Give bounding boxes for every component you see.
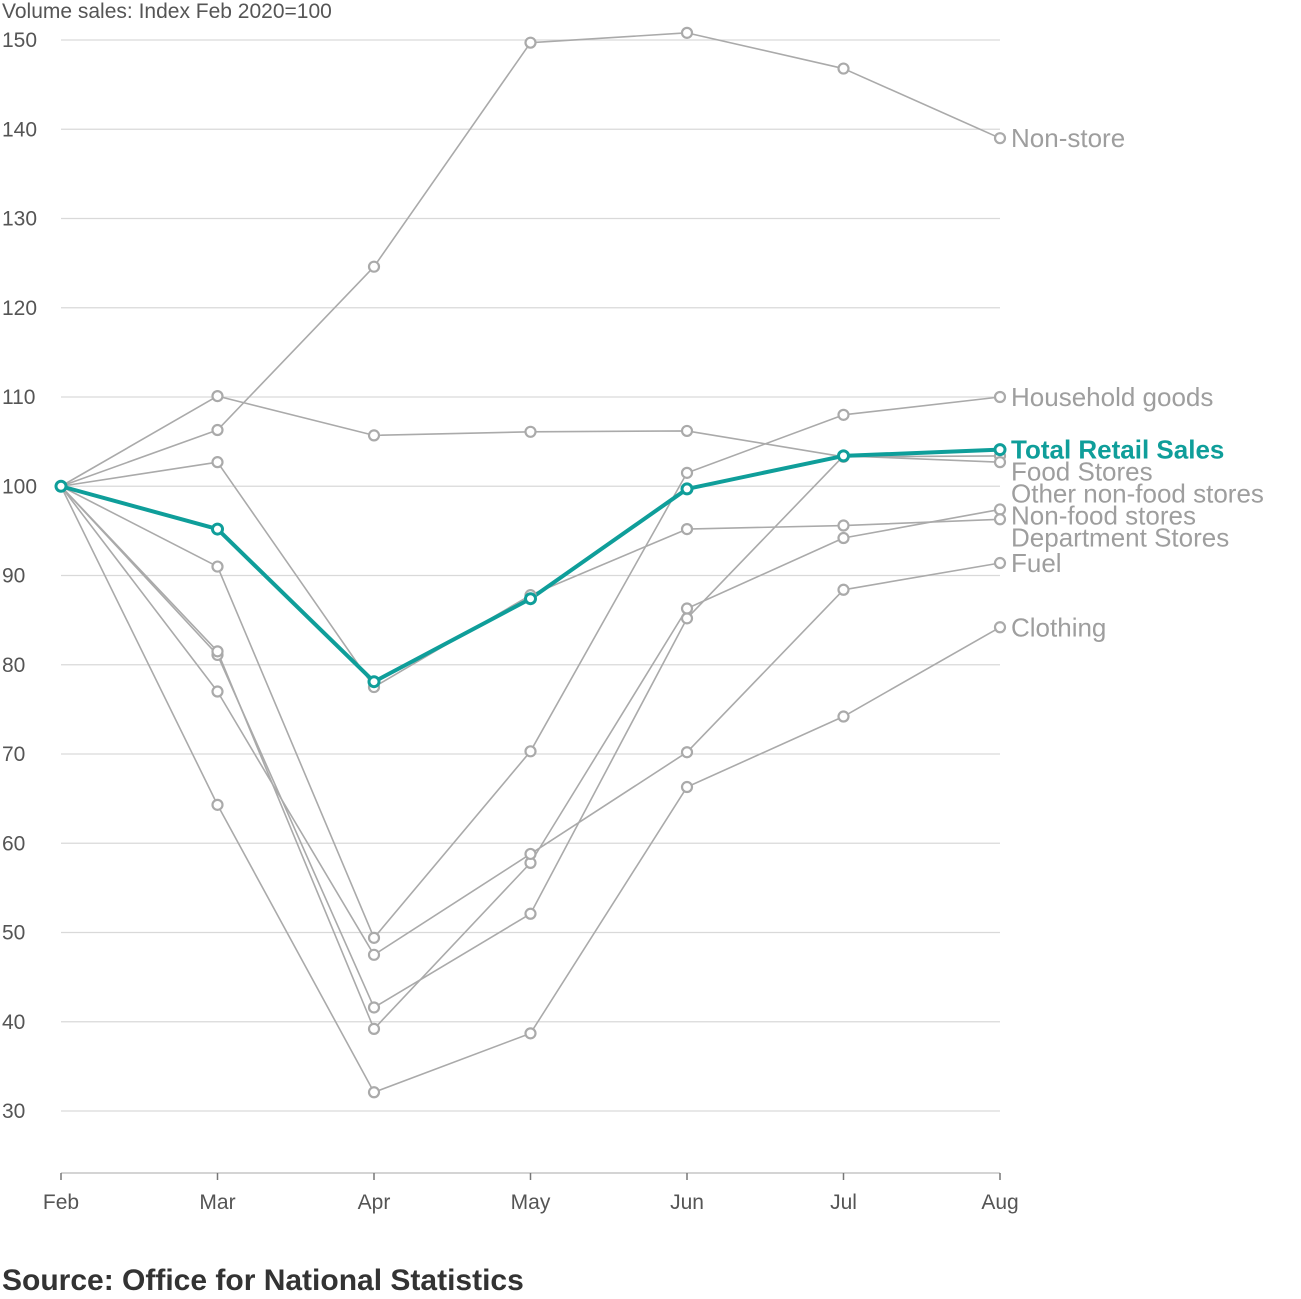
point-clothing-jun <box>680 780 694 794</box>
y-tick-label-140: 140 <box>2 118 37 141</box>
point-department-stores-jun <box>680 522 694 536</box>
x-tick-label-jul: Jul <box>830 1191 857 1214</box>
point-total-retail-sales-may <box>524 592 537 606</box>
x-tick-label-aug: Aug <box>981 1191 1018 1214</box>
point-total-retail-sales-jul <box>837 449 850 463</box>
point-total-retail-sales-jun <box>680 482 694 496</box>
series-line-other-non-food-stores <box>60 455 1001 1009</box>
series-line-clothing <box>60 485 1001 1094</box>
point-non-store-jun <box>680 26 694 39</box>
point-non-store-jul <box>837 62 850 75</box>
point-food-stores-jun <box>680 424 694 438</box>
source-note: Source: Office for National Statistics <box>2 1264 524 1297</box>
series-line-non-food-stores <box>60 485 1001 1030</box>
y-tick-label-150: 150 <box>2 29 37 52</box>
point-non-food-stores-apr <box>367 1022 381 1035</box>
series-lines <box>59 32 1002 1094</box>
point-household-goods-jun <box>680 466 694 479</box>
series-line-total-retail-sales <box>59 447 1002 684</box>
y-tick-label-60: 60 <box>2 832 25 855</box>
point-clothing-mar <box>211 798 224 811</box>
point-clothing-may <box>524 1027 537 1040</box>
point-fuel-mar <box>211 685 224 698</box>
point-department-stores-mar <box>211 456 224 469</box>
x-tick-label-mar: Mar <box>199 1191 235 1214</box>
x-axis: Feb Mar Apr May Jun Jul Aug <box>43 1172 1019 1214</box>
point-non-store-apr <box>367 260 381 273</box>
point-other-non-food-stores-apr <box>367 1001 381 1014</box>
point-other-non-food-stores-jun <box>680 612 694 625</box>
series-line-food-stores <box>60 395 1001 488</box>
series-labels: Non-store Household goods Total Retail Sal… <box>1011 123 1264 642</box>
point-total-retail-sales-mar <box>211 522 224 536</box>
series-label-fuel: Fuel <box>1011 548 1062 578</box>
y-axis: 30 40 50 60 70 80 90 100 110 120 130 140 150 <box>2 29 37 1123</box>
y-tick-label-120: 120 <box>2 297 37 320</box>
point-department-stores-aug <box>993 513 1007 526</box>
point-total-retail-sales-feb <box>54 479 68 493</box>
gridlines <box>61 39 1000 1112</box>
point-food-stores-may <box>524 425 537 438</box>
point-non-store-aug <box>993 132 1007 145</box>
x-tick-label-apr: Apr <box>358 1191 391 1214</box>
point-fuel-may <box>524 847 537 861</box>
point-other-non-food-stores-may <box>524 907 537 920</box>
point-clothing-aug <box>993 621 1007 634</box>
series-label-non-store: Non-store <box>1011 123 1125 153</box>
x-tick-label-jun: Jun <box>670 1191 704 1214</box>
series-line-department-stores <box>60 461 1001 688</box>
x-tick-label-may: May <box>511 1191 551 1214</box>
y-tick-label-30: 30 <box>2 1100 25 1123</box>
series-label-department-stores: Department Stores <box>1011 523 1229 553</box>
series-line-non-store <box>60 32 1001 488</box>
series-label-clothing: Clothing <box>1011 612 1106 642</box>
y-tick-label-40: 40 <box>2 1011 25 1034</box>
point-non-food-stores-mar <box>211 645 224 658</box>
y-tick-label-90: 90 <box>2 565 25 588</box>
series-label-food-stores: Food Stores <box>1011 457 1153 487</box>
y-tick-label-70: 70 <box>2 743 25 766</box>
point-non-food-stores-jun <box>680 602 694 615</box>
point-department-stores-jul <box>837 519 850 532</box>
series-label-total-retail-sales: Total Retail Sales <box>1011 435 1224 465</box>
point-fuel-apr <box>367 948 381 961</box>
point-total-retail-sales-aug <box>993 443 1007 457</box>
point-non-store-mar <box>211 423 224 437</box>
point-fuel-aug <box>993 556 1007 570</box>
point-household-goods-mar <box>211 560 224 573</box>
point-household-goods-may <box>524 745 537 758</box>
y-tick-label-110: 110 <box>2 386 35 409</box>
point-non-food-stores-aug <box>993 503 1007 516</box>
point-non-food-stores-jul <box>837 531 850 545</box>
y-tick-label-130: 130 <box>2 208 37 231</box>
point-fuel-jun <box>680 746 694 759</box>
y-axis-title: Volume sales: Index Feb 2020=100 <box>2 0 332 23</box>
y-tick-label-80: 80 <box>2 654 25 677</box>
series-label-other-non-food-stores: Other non-food stores <box>1011 479 1264 509</box>
point-fuel-jul <box>837 583 850 596</box>
point-total-retail-sales-apr <box>367 675 381 689</box>
y-tick-label-100: 100 <box>2 475 37 498</box>
point-food-stores-apr <box>367 429 381 442</box>
point-clothing-apr <box>367 1086 381 1099</box>
series-line-fuel <box>60 485 1001 956</box>
y-tick-label-50: 50 <box>2 922 25 945</box>
series-points <box>54 26 1007 1099</box>
point-household-goods-jul <box>837 408 850 421</box>
point-non-store-may <box>524 36 537 49</box>
point-household-goods-aug <box>993 390 1007 404</box>
point-food-stores-mar <box>211 390 224 403</box>
point-household-goods-apr <box>367 931 381 944</box>
series-label-non-food-stores: Non-food stores <box>1011 501 1196 531</box>
point-clothing-jul <box>837 710 850 723</box>
x-tick-label-feb: Feb <box>43 1191 79 1214</box>
point-other-non-food-stores-aug <box>993 456 1007 469</box>
series-label-household-goods: Household goods <box>1011 382 1213 412</box>
